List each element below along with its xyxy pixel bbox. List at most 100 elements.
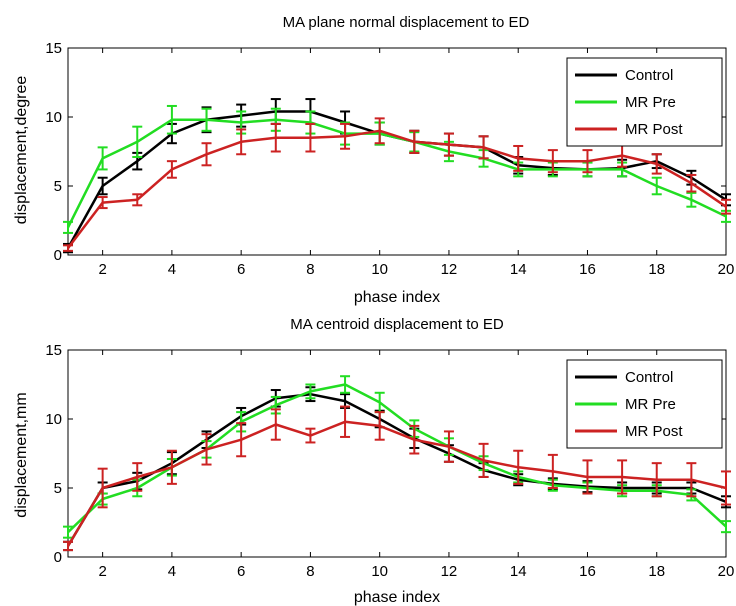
x-tick-label: 16 [579,563,596,580]
legend: Control MR Pre MR Post [566,57,723,147]
series-mr-post [63,405,731,552]
error-bar [651,153,662,175]
error-bar [443,430,454,463]
legend-label: MR Pre [625,94,676,111]
y-axis-label: displacement,degree [13,76,30,225]
series-line-mr-post [66,420,727,547]
legend: Control MR Pre MR Post [566,359,723,449]
error-bar [340,405,351,438]
error-bar [166,449,177,485]
error-bar [547,453,558,489]
x-tick-label: 12 [441,563,458,580]
x-tick-label: 14 [510,261,527,278]
error-bar [63,220,73,234]
error-bar [409,424,420,455]
legend-label: MR Pre [625,396,676,413]
error-bar [513,449,524,485]
y-tick-label: 5 [54,178,62,195]
error-bar [721,470,731,506]
legend-label: Control [625,369,673,386]
error-bar [132,125,143,159]
error-bar [340,375,351,394]
error-bar [305,427,316,444]
error-bar [201,142,212,167]
x-tick-label: 18 [648,563,665,580]
x-tick-label: 16 [579,261,596,278]
legend-label: Control [625,67,673,84]
error-bar [201,433,212,466]
x-tick-label: 6 [237,261,245,278]
y-tick-label: 10 [45,109,62,126]
chart-title: MA plane normal displacement to ED [283,14,530,31]
error-bar [617,459,628,495]
x-tick-label: 8 [306,261,314,278]
error-bar [63,244,73,252]
error-bar [236,128,247,156]
y-tick-label: 10 [45,411,62,428]
error-bar [305,122,316,153]
error-bar [132,462,143,492]
error-bar [582,459,593,495]
x-tick-label: 20 [718,563,735,580]
y-tick-label: 0 [54,549,62,566]
error-bar [582,149,593,174]
error-bar [443,132,454,157]
error-bar [270,122,281,153]
series-line-mr-pre [66,118,727,228]
error-bar [97,467,108,509]
y-tick-label: 15 [45,342,62,359]
error-bar [63,525,73,539]
y-tick-label: 5 [54,480,62,497]
error-bar [201,107,212,132]
error-bar [374,411,385,441]
x-tick-label: 10 [371,261,388,278]
plot-area: 2 4 6 8 10 12 14 16 18 20 0 5 10 15 Control MR Pre MR Po… [45,40,734,278]
chart-title: MA centroid displacement to ED [290,316,504,333]
error-bar [686,173,697,193]
error-bar [513,144,524,172]
series-line-control [66,392,727,547]
error-bar [236,422,247,458]
x-tick-label: 2 [98,261,106,278]
error-bar [132,193,143,207]
error-bar [651,176,662,196]
error-bar [686,462,697,498]
error-bar [374,117,385,145]
error-bar [651,462,662,498]
series-mr-post [63,117,731,252]
error-bar [97,146,108,171]
error-bar [721,520,731,534]
error-bar [721,198,731,215]
x-tick-label: 4 [168,563,176,580]
y-axis-label: displacement,mm [13,392,30,517]
x-tick-label: 4 [168,261,176,278]
chart-panel-plane-normal: MA plane normal displacement to ED 2 4 6 8 1… [13,14,734,306]
x-tick-label: 14 [510,563,527,580]
x-tick-label: 12 [441,261,458,278]
x-tick-label: 10 [371,563,388,580]
chart-panel-centroid: MA centroid displacement to ED 2 4 6 8 10 12 1… [13,316,734,606]
error-bar [478,135,489,160]
x-tick-label: 2 [98,563,106,580]
x-tick-label: 8 [306,563,314,580]
y-tick-label: 15 [45,40,62,57]
error-bar [478,442,489,478]
x-tick-label: 6 [237,563,245,580]
error-bar [166,160,177,179]
error-bar [305,383,316,400]
plot-area: 2 4 6 8 10 12 14 16 18 20 0 5 10 15 Control MR Pre MR Po… [45,342,734,580]
x-tick-label: 20 [718,261,735,278]
x-axis-label: phase index [354,589,440,606]
legend-label: MR Post [625,121,683,138]
series-line-mr-post [67,129,727,249]
error-bar [97,196,108,210]
error-bar [340,122,351,150]
error-bar [409,129,420,154]
x-axis-label: phase index [354,289,440,306]
error-bar [547,149,558,174]
error-bar [686,191,697,208]
error-bar [97,176,108,196]
error-bar [166,104,177,135]
legend-label: MR Post [625,423,683,440]
